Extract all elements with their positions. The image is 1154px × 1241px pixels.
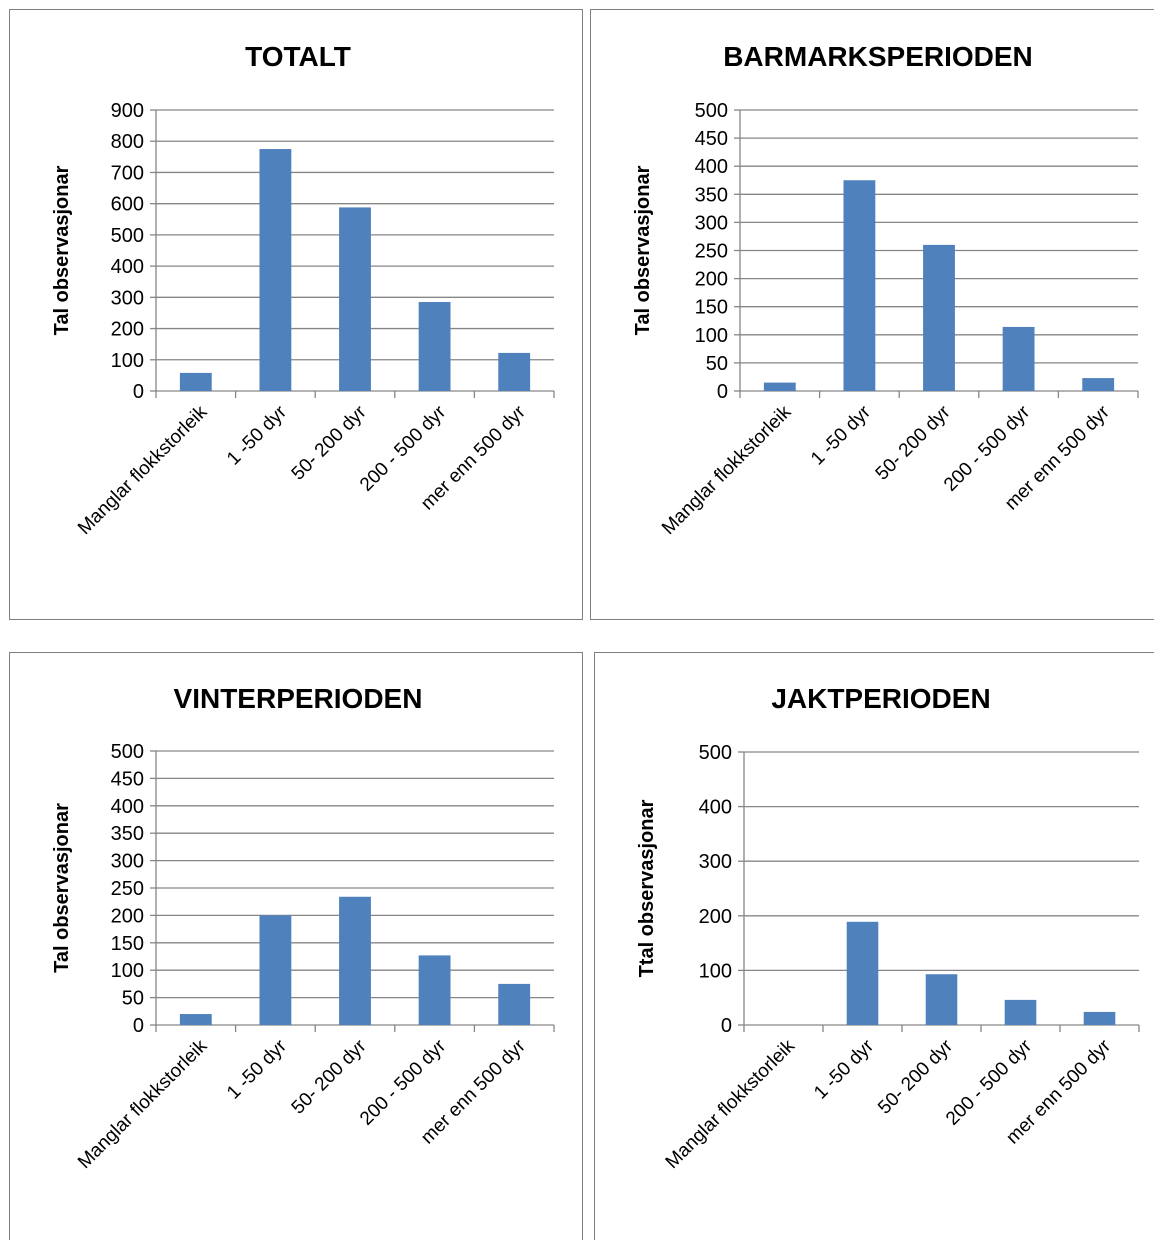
y-tick-label: 200 [695, 269, 728, 291]
y-tick-label: 300 [111, 287, 144, 309]
y-tick-label: 500 [111, 741, 144, 763]
chart-barmarksperioden: BARMARKSPERIODEN 0 50 100 150 200 250 300 350 400… [632, 41, 1139, 539]
y-tick-label: 400 [699, 797, 732, 819]
y-tick-label: 0 [721, 1015, 732, 1037]
y-tick-label: 450 [111, 768, 144, 790]
chart-panel-jaktperioden: JAKTPERIODEN 0 100 200 300 400 500 Ttal observa… [594, 652, 1154, 1240]
x-category-label: Manglar flokkstorleik [662, 1035, 800, 1173]
y-tick-label: 100 [111, 960, 144, 982]
y-axis-label: Tal observasjonar [632, 165, 654, 335]
y-tick-label: 500 [699, 742, 732, 764]
chart-totalt: TOTALT 0 100 200 300 400 500 600 700 800 900 Tal ob… [51, 41, 555, 539]
bar [418, 302, 451, 391]
bar [179, 372, 212, 391]
y-tick-label: 0 [133, 381, 144, 403]
bar [925, 974, 958, 1025]
y-tick-label: 100 [699, 960, 732, 982]
bar [339, 896, 371, 1025]
x-category-label: 50- 200 dyr [874, 1035, 957, 1118]
y-tick-label: 350 [111, 823, 144, 845]
y-tick-label: 200 [699, 906, 732, 928]
y-tick-label: 0 [717, 381, 728, 403]
chart-title: TOTALT [245, 41, 351, 72]
chart-vinterperioden: VINTERPERIODEN 0 50 100 150 200 250 300 350 400 45… [51, 683, 555, 1173]
x-category-label: 1 -50 dyr [810, 1035, 878, 1103]
x-category-label: 50- 200 dyr [872, 401, 955, 484]
bar [763, 382, 796, 391]
y-tick-label: 50 [122, 988, 144, 1010]
x-category-label: 1 -50 dyr [223, 1035, 291, 1103]
y-tick-label: 500 [695, 100, 728, 122]
bar [259, 915, 292, 1025]
chart-title: BARMARKSPERIODEN [723, 41, 1033, 72]
bar [923, 244, 955, 391]
y-tick-label: 150 [695, 297, 728, 319]
y-tick-label: 100 [111, 350, 144, 372]
y-tick-label: 150 [111, 933, 144, 955]
x-category-label: Manglar flokkstorleik [658, 401, 796, 539]
y-axis-label: Tal observasjonar [51, 165, 73, 335]
y-tick-label: 200 [111, 319, 144, 341]
y-axis-label: Tal observasjonar [51, 803, 73, 973]
y-tick-label: 500 [111, 225, 144, 247]
chart-panel-vinterperioden: VINTERPERIODEN 0 50 100 150 200 250 300 350 400 45… [9, 652, 583, 1240]
bar [498, 983, 531, 1025]
bar [846, 921, 879, 1025]
x-category-label: 50- 200 dyr [288, 401, 371, 484]
y-tick-label: 600 [111, 194, 144, 216]
y-tick-label: 250 [111, 878, 144, 900]
chart-title: JAKTPERIODEN [771, 683, 990, 714]
y-tick-label: 700 [111, 162, 144, 184]
bar [339, 207, 371, 391]
y-tick-label: 300 [695, 212, 728, 234]
y-tick-label: 0 [133, 1015, 144, 1037]
x-category-label: Manglar flokkstorleik [74, 401, 212, 539]
y-tick-label: 900 [111, 100, 144, 122]
bar [1082, 378, 1115, 391]
y-axis-label: Ttal observasjonar [636, 799, 658, 977]
y-tick-label: 400 [695, 156, 728, 178]
y-tick-label: 400 [111, 256, 144, 278]
x-category-label: 50- 200 dyr [288, 1035, 371, 1118]
bar [179, 1014, 212, 1025]
chart-panel-barmarksperioden: BARMARKSPERIODEN 0 50 100 150 200 250 300 350 400… [590, 9, 1154, 620]
bar [1083, 1011, 1116, 1025]
y-tick-label: 350 [695, 184, 728, 206]
y-tick-label: 50 [706, 353, 728, 375]
y-tick-label: 400 [111, 796, 144, 818]
bar [1004, 999, 1037, 1025]
x-category-label: 1 -50 dyr [223, 401, 291, 469]
bar [1002, 326, 1035, 391]
y-tick-label: 800 [111, 131, 144, 153]
y-tick-label: 250 [695, 241, 728, 263]
y-tick-label: 100 [695, 325, 728, 347]
x-category-label: 1 -50 dyr [807, 401, 875, 469]
bar [259, 149, 292, 391]
chart-title: VINTERPERIODEN [174, 683, 423, 714]
bar [498, 352, 531, 391]
chart-jaktperioden: JAKTPERIODEN 0 100 200 300 400 500 Ttal observa… [636, 683, 1140, 1173]
y-tick-label: 450 [695, 128, 728, 150]
chart-panel-totalt: TOTALT 0 100 200 300 400 500 600 700 800 900 Tal ob… [9, 9, 583, 620]
x-category-label: Manglar flokkstorleik [74, 1035, 212, 1173]
bar [418, 955, 451, 1025]
y-tick-label: 300 [699, 851, 732, 873]
y-tick-label: 300 [111, 851, 144, 873]
y-tick-label: 200 [111, 905, 144, 927]
bar [843, 180, 876, 391]
